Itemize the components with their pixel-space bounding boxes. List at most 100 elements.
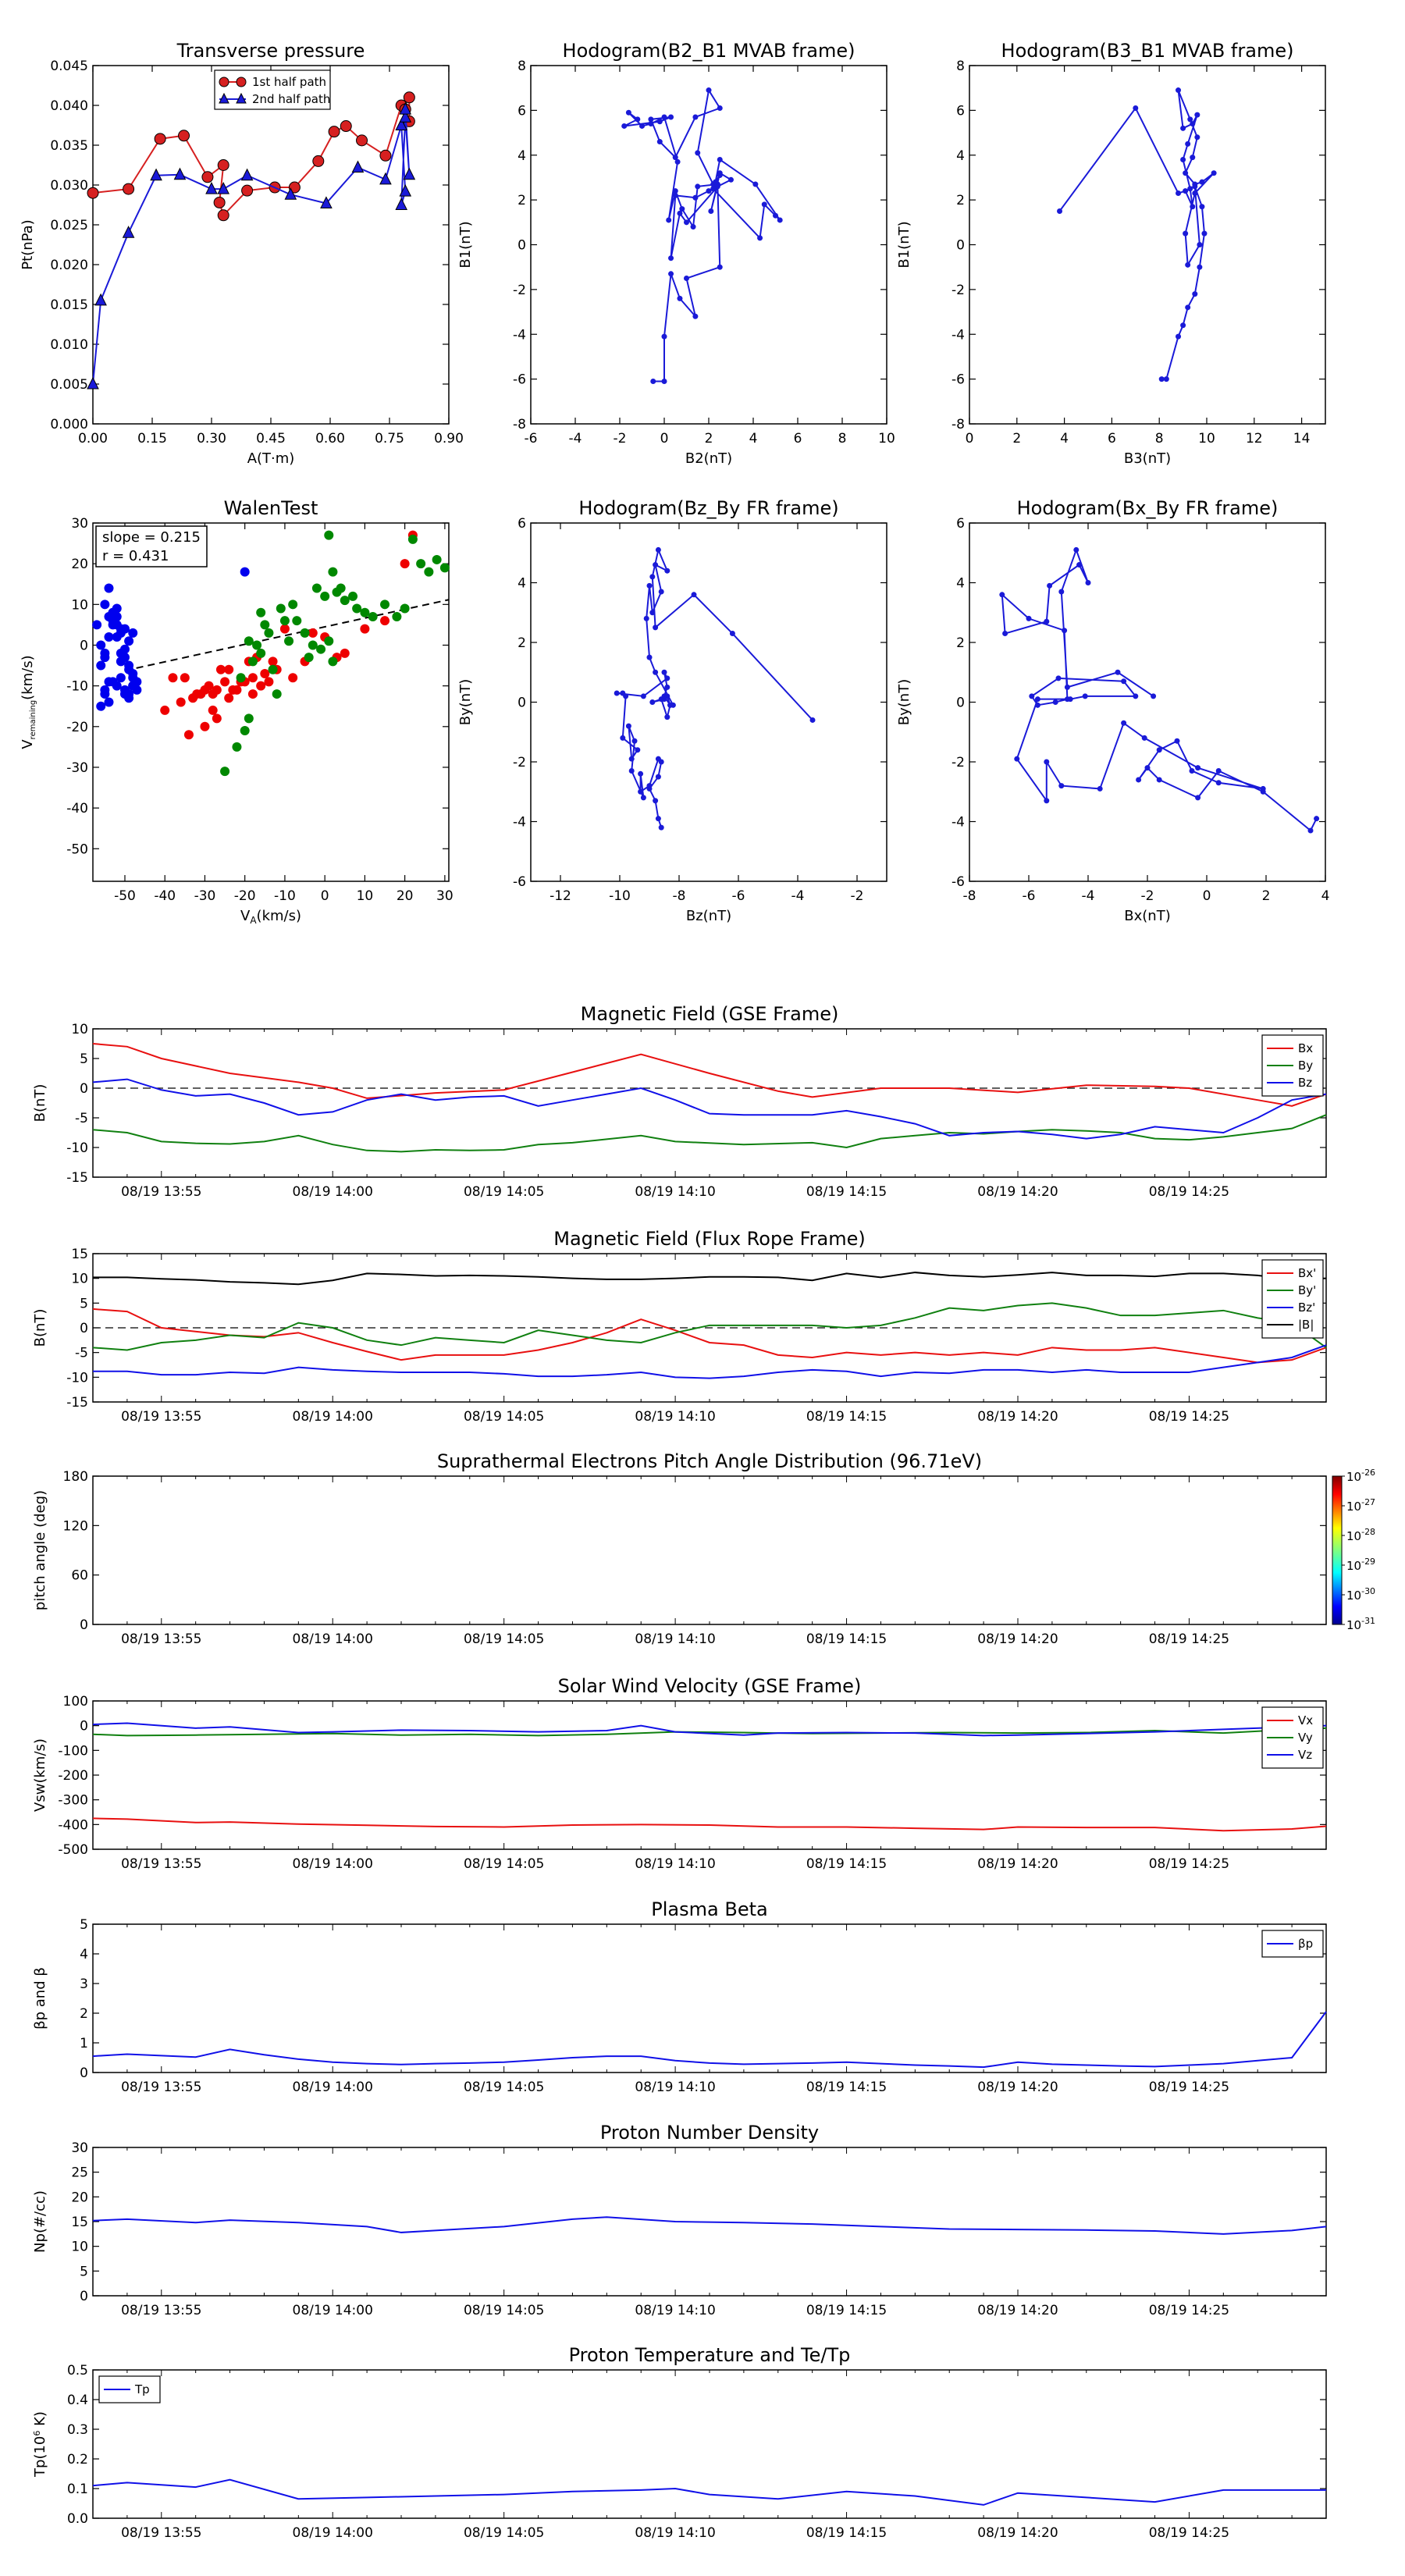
data-point — [638, 788, 644, 795]
scatter-point — [264, 628, 274, 638]
colorbar-label: 10-30 — [1346, 1586, 1375, 1603]
scatter-point — [224, 693, 234, 703]
data-point — [635, 116, 641, 123]
data-point — [1201, 230, 1208, 237]
chart-title: Hodogram(Bz_By FR frame) — [578, 497, 838, 519]
y-tick-label: 4 — [518, 148, 526, 164]
scatter-point — [232, 742, 242, 752]
data-point — [655, 774, 661, 780]
data-point — [1260, 785, 1266, 792]
x-tick-label: -30 — [194, 888, 216, 904]
data-point — [650, 378, 656, 384]
data-point — [122, 226, 135, 238]
data-point — [1194, 112, 1200, 118]
data-point — [655, 546, 661, 553]
y-tick-label: 4 — [80, 1947, 88, 1962]
x-tick-label: 08/19 14:25 — [1149, 1856, 1229, 1872]
x-tick-label: 08/19 14:10 — [635, 1184, 715, 1200]
data-point — [399, 101, 412, 115]
scatter-point — [316, 644, 326, 654]
x-tick-label: 08/19 14:20 — [977, 2303, 1058, 2318]
y-tick-label: -4 — [951, 327, 965, 343]
y-tick-label: 0 — [80, 2289, 88, 2304]
colorbar-label: 10-26 — [1346, 1468, 1375, 1484]
chart-title: Transverse pressure — [176, 40, 365, 62]
data-point — [653, 798, 659, 804]
series-line-Vy — [92, 1727, 1327, 1737]
data-point — [1133, 693, 1139, 699]
series-line-Bz' — [93, 1344, 1327, 1379]
chart-hodo_bzby: Hodogram(Bz_By FR frame) -12 -10 -8 -6 -4 -2 -6… — [457, 497, 887, 924]
y-tick-label: 2 — [956, 193, 965, 208]
y-axis-label: B(nT) — [32, 1309, 48, 1347]
data-point — [1141, 735, 1147, 741]
x-tick-label: 08/19 14:15 — [806, 1184, 887, 1200]
y-tick-label: 0.000 — [50, 417, 88, 432]
data-point — [1197, 264, 1203, 270]
scatter-point — [100, 648, 110, 658]
scatter-point — [116, 673, 126, 683]
data-point — [395, 118, 408, 130]
x-tick-label: -12 — [550, 888, 571, 904]
legend-label: Bx — [1298, 1041, 1313, 1055]
y-tick-label: 0.035 — [50, 138, 88, 154]
data-point — [692, 313, 699, 319]
x-tick-label: 08/19 14:05 — [464, 1631, 544, 1647]
data-point — [1215, 767, 1222, 774]
scatter-point — [176, 697, 186, 707]
scatter-point — [284, 636, 294, 646]
data-point — [1215, 780, 1222, 786]
scatter-point — [212, 713, 222, 724]
y-tick-label: 0.010 — [50, 337, 88, 353]
data-point — [639, 123, 645, 129]
data-point — [1044, 798, 1050, 804]
data-point — [677, 295, 683, 301]
series-line-Bx — [92, 1043, 1327, 1107]
data-point — [773, 212, 778, 219]
y-axis-label: Vremaining(km/s) — [20, 655, 37, 749]
data-point — [1058, 589, 1065, 595]
legend-label: Bz' — [1298, 1300, 1315, 1315]
y-tick-label: 5 — [80, 1051, 88, 1067]
data-point — [1151, 693, 1157, 699]
x-tick-label: 08/19 13:55 — [121, 2525, 201, 2541]
data-point — [1156, 747, 1162, 753]
series-line — [1058, 90, 1215, 380]
scatter-point — [236, 673, 246, 683]
data-point — [648, 121, 654, 127]
x-tick-label: 08/19 14:05 — [464, 1856, 544, 1872]
scatter-point — [104, 697, 114, 707]
chart-pad: Suprathermal Electrons Pitch Angle Distr… — [32, 1450, 1375, 1647]
y-tick-label: -300 — [58, 1793, 88, 1809]
y-tick-label: 10 — [71, 2240, 88, 2255]
data-point — [646, 654, 653, 660]
data-point — [653, 669, 659, 675]
scatter-point — [96, 701, 106, 711]
y-tick-label: -2 — [951, 283, 965, 298]
plot-frame — [92, 1923, 1327, 2073]
series-line-Bx' — [92, 1308, 1327, 1364]
data-point — [1062, 628, 1068, 634]
y-axis-label: B(nT) — [32, 1084, 48, 1123]
scatter-point — [247, 656, 258, 667]
x-tick-label: -10 — [274, 888, 296, 904]
data-point — [1190, 204, 1196, 210]
x-tick-label: 08/19 14:20 — [977, 2080, 1058, 2095]
y-tick-label: 8 — [518, 59, 526, 74]
scatter-point — [104, 583, 114, 593]
y-tick-label: 60 — [71, 1568, 88, 1584]
data-point — [1180, 156, 1186, 162]
data-point — [717, 105, 723, 112]
series-0 — [87, 91, 415, 222]
x-tick-label: 08/19 14:00 — [293, 1631, 373, 1647]
scatter-point — [292, 616, 302, 626]
data-point — [213, 196, 226, 208]
chart-hodo_b2b1: Hodogram(B2_B1 MVAB frame) -6 -4 -2 0 2 4 6 8 10 -… — [457, 40, 895, 467]
scatter-point — [160, 705, 170, 715]
scatter-point — [256, 681, 266, 691]
series-line — [92, 109, 411, 385]
legend: βp — [1261, 1930, 1324, 1958]
plot-frame — [92, 2369, 1327, 2519]
data-point — [664, 714, 670, 720]
data-point — [643, 615, 649, 621]
